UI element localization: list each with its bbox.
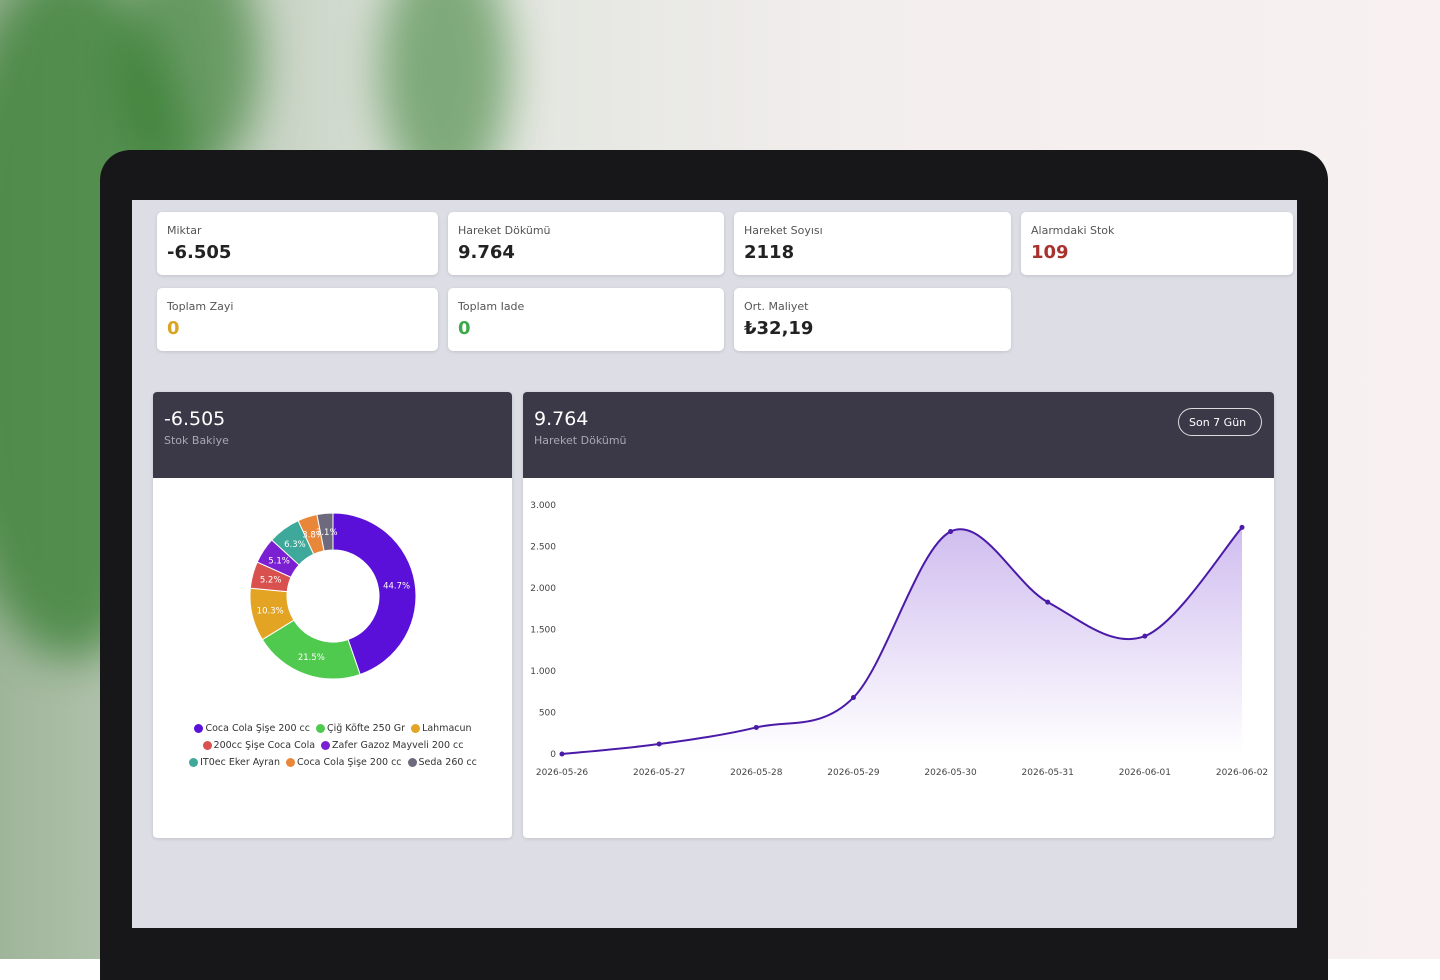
kpi-card: Hareket Dökümü 9.764 <box>448 212 724 275</box>
kpi-label: Toplam Zayi <box>167 300 233 313</box>
x-tick-label: 2026-05-29 <box>827 768 880 778</box>
donut-panel: -6.505 Stok Bakiye 44.7% 21.5% 10.3% 5.2% 5.… <box>153 392 512 838</box>
legend-item: Zafer Gazoz Mayveli 200 cc <box>321 740 463 751</box>
kpi-card: Toplam Zayi 0 <box>157 288 438 351</box>
legend-swatch <box>321 741 330 750</box>
legend-item: Coca Cola Şişe 200 cc <box>286 757 402 768</box>
line-point <box>657 742 662 747</box>
panel-header: 9.764 Hareket Dökümü Son 7 Gün <box>523 392 1274 478</box>
kpi-value: 109 <box>1031 242 1069 263</box>
y-tick-label: 2.500 <box>530 543 556 553</box>
legend-item: 200cc Şişe Coca Cola <box>203 740 316 751</box>
kpi-card: Miktar -6.505 <box>157 212 438 275</box>
kpi-label: Toplam Iade <box>458 300 524 313</box>
kpi-card: Toplam Iade 0 <box>448 288 724 351</box>
line-point <box>851 695 856 700</box>
y-tick-label: 0 <box>550 750 556 760</box>
y-tick-label: 2.000 <box>530 584 556 594</box>
legend-label: Çiğ Köfte 250 Gr <box>327 723 405 734</box>
line-point <box>560 752 565 757</box>
legend-item: Coca Cola Şişe 200 cc <box>194 723 310 734</box>
kpi-card: Ort. Maliyet ₺32,19 <box>734 288 1011 351</box>
y-tick-label: 3.000 <box>530 501 556 511</box>
slice-label: 21.5% <box>298 653 325 663</box>
x-tick-label: 2026-06-01 <box>1119 768 1171 778</box>
kpi-value: 0 <box>458 318 471 339</box>
x-tick-label: 2026-06-02 <box>1216 768 1268 778</box>
screen: Miktar -6.505 Hareket Dökümü 9.764 Hareket S… <box>132 200 1297 928</box>
kpi-label: Miktar <box>167 224 202 237</box>
kpi-label: Hareket Dökümü <box>458 224 551 237</box>
x-tick-label: 2026-05-31 <box>1022 768 1074 778</box>
panel-title: 9.764 <box>534 408 588 430</box>
y-tick-label: 500 <box>539 709 556 719</box>
kpi-value: -6.505 <box>167 242 231 263</box>
kpi-value: ₺32,19 <box>744 318 813 339</box>
panel-title: -6.505 <box>164 408 225 430</box>
line-chart: 0 500 1.000 1.500 2.000 2.500 3.000 2026-05-26 2… <box>523 478 1274 838</box>
page: Miktar -6.505 Hareket Dökümü 9.764 Hareket S… <box>0 0 1440 959</box>
legend-label: Coca Cola Şişe 200 cc <box>297 757 402 768</box>
line-point <box>754 725 759 730</box>
legend-swatch <box>203 741 212 750</box>
legend-swatch <box>408 758 417 767</box>
legend-item: Seda 260 cc <box>408 757 477 768</box>
kpi-label: Alarmdaki Stok <box>1031 224 1114 237</box>
legend-swatch <box>411 724 420 733</box>
legend-label: 200cc Şişe Coca Cola <box>214 740 316 751</box>
donut-chart: 44.7%21.5%10.3%5.2%5.1%6.3%3.8%3.1% <box>153 478 512 838</box>
line-point <box>948 529 953 534</box>
legend-label: Lahmacun <box>422 723 471 734</box>
x-tick-label: 2026-05-26 <box>536 768 589 778</box>
legend-swatch <box>316 724 325 733</box>
slice-label: 44.7% <box>383 581 410 591</box>
legend-label: IT0ec Eker Ayran <box>200 757 280 768</box>
kpi-value: 9.764 <box>458 242 515 263</box>
slice-label: 3.1% <box>316 528 338 538</box>
line-point <box>1142 634 1147 639</box>
legend-item: Çiğ Köfte 250 Gr <box>316 723 405 734</box>
line-area <box>562 527 1242 754</box>
y-tick-label: 1.500 <box>530 626 556 636</box>
panel-subtitle: Hareket Dökümü <box>534 434 627 447</box>
slice-label: 6.3% <box>284 540 306 550</box>
line-point <box>1240 525 1245 530</box>
legend-label: Seda 260 cc <box>419 757 477 768</box>
legend-swatch <box>286 758 295 767</box>
panel-header: -6.505 Stok Bakiye <box>153 392 512 478</box>
x-tick-label: 2026-05-30 <box>924 768 977 778</box>
slice-label: 10.3% <box>257 607 284 617</box>
legend: Coca Cola Şişe 200 cc Çiğ Köfte 250 Gr Lah… <box>168 723 498 768</box>
line-panel: 9.764 Hareket Dökümü Son 7 Gün 0 500 1.000… <box>523 392 1274 838</box>
legend-swatch <box>189 758 198 767</box>
kpi-card: Alarmdaki Stok 109 <box>1021 212 1293 275</box>
kpi-card: Hareket Soyısı 2118 <box>734 212 1011 275</box>
legend-item: Lahmacun <box>411 723 471 734</box>
x-tick-label: 2026-05-28 <box>730 768 783 778</box>
y-tick-label: 1.000 <box>530 667 556 677</box>
x-tick-label: 2026-05-27 <box>633 768 685 778</box>
kpi-value: 2118 <box>744 242 794 263</box>
panel-subtitle: Stok Bakiye <box>164 434 229 447</box>
legend-label: Zafer Gazoz Mayveli 200 cc <box>332 740 463 751</box>
kpi-label: Hareket Soyısı <box>744 224 823 237</box>
legend-label: Coca Cola Şişe 200 cc <box>205 723 310 734</box>
legend-swatch <box>194 724 203 733</box>
kpi-value: 0 <box>167 318 180 339</box>
line-point <box>1045 600 1050 605</box>
slice-label: 5.1% <box>268 557 290 567</box>
legend-item: IT0ec Eker Ayran <box>189 757 280 768</box>
slice-label: 5.2% <box>260 576 282 586</box>
period-select[interactable]: Son 7 Gün <box>1178 408 1262 436</box>
kpi-label: Ort. Maliyet <box>744 300 808 313</box>
